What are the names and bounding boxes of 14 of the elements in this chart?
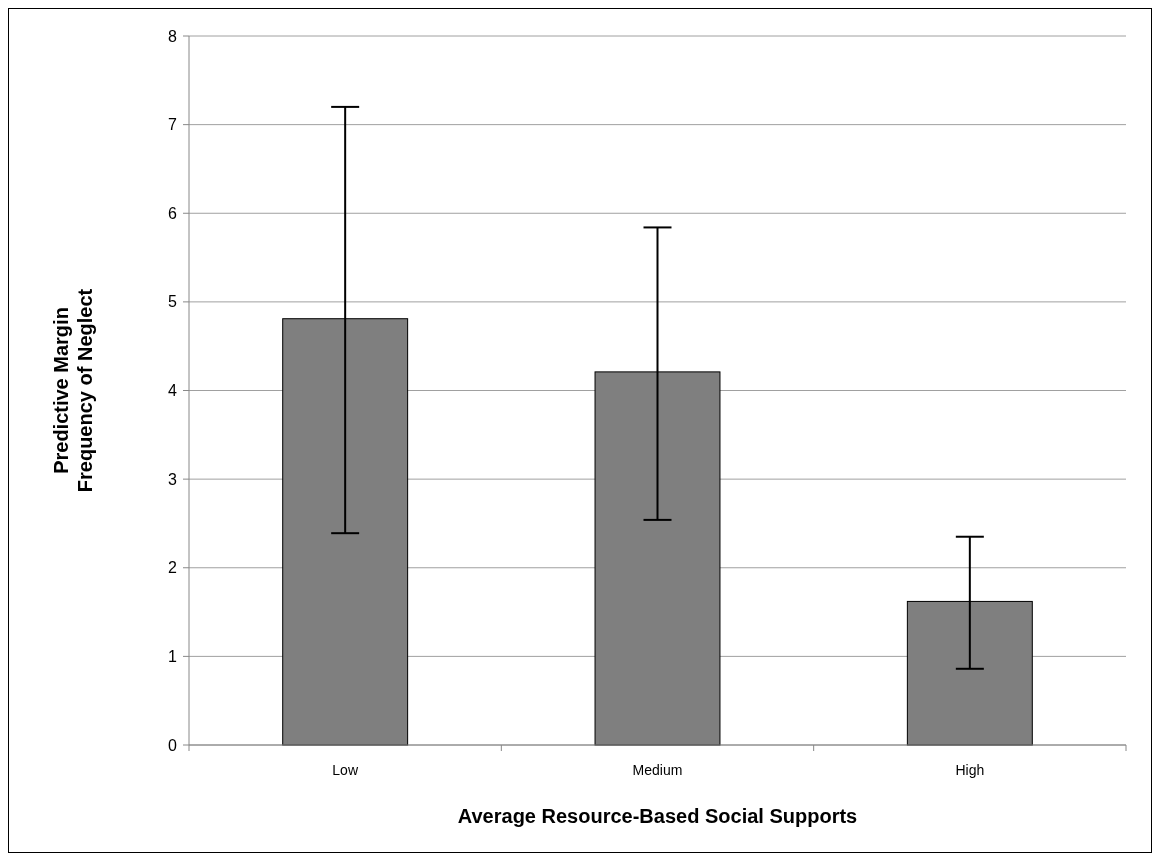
y-tick-label: 8 xyxy=(168,27,178,45)
y-tick-label: 7 xyxy=(168,116,178,134)
y-tick-label: 2 xyxy=(168,559,178,577)
x-tick-label: High xyxy=(955,762,985,778)
x-axis-title: Average Resource-Based Social Supports xyxy=(457,805,858,827)
y-axis-title: Predictive Margin Frequency of Neglect xyxy=(50,288,96,493)
y-tick-label: 5 xyxy=(168,293,178,311)
y-tick-label: 6 xyxy=(168,204,178,222)
y-tick-label: 3 xyxy=(168,470,178,488)
y-tick-label: 1 xyxy=(168,647,178,665)
x-tick-label: Low xyxy=(332,762,359,778)
y-tick-label: 4 xyxy=(168,382,178,400)
x-tick-label: Medium xyxy=(632,762,683,778)
y-tick-label: 0 xyxy=(168,736,178,754)
